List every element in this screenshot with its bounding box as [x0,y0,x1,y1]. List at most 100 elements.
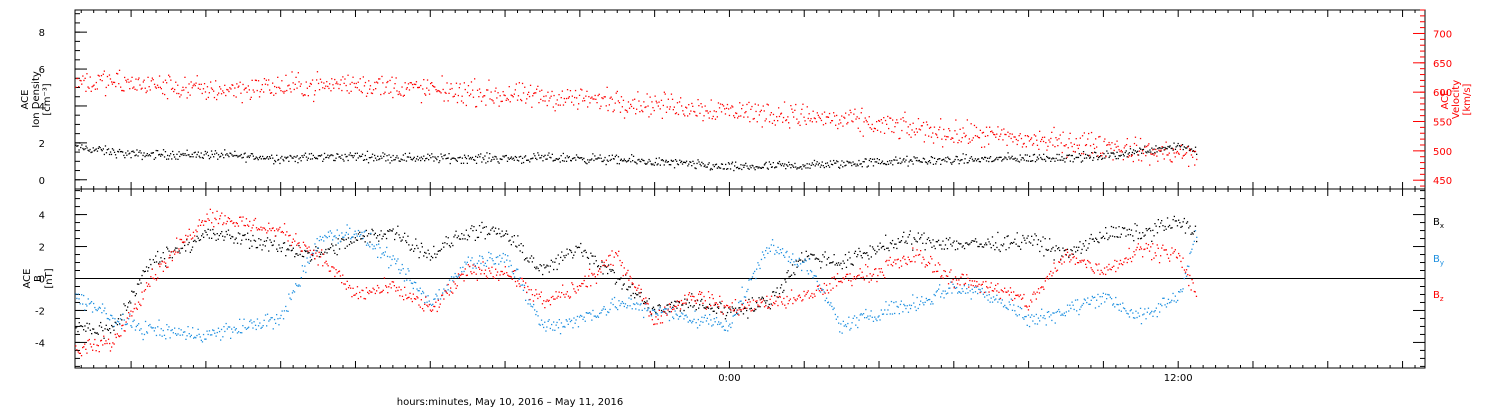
data-point [702,304,704,307]
data-point [759,306,761,308]
data-point [570,319,573,322]
data-point [178,92,180,95]
data-point [349,227,351,229]
data-point [285,74,287,76]
data-point [530,158,532,160]
data-point [129,88,131,90]
data-point [1158,147,1160,149]
data-point [851,322,853,324]
data-point [101,312,103,314]
left-y-axis-label: ACE Ion Density [cm⁻³] [20,71,53,128]
data-point [1006,158,1008,161]
data-point [128,153,130,155]
data-point [953,240,955,242]
data-point [535,92,537,94]
data-point [1109,155,1111,157]
data-point [696,299,699,302]
data-point [581,157,583,159]
data-point [757,306,759,308]
data-point [263,78,266,80]
data-point [391,258,393,261]
data-point [825,116,828,118]
data-point [910,304,913,307]
data-point [161,260,163,263]
data-point [1075,246,1078,248]
data-point [724,329,727,331]
data-point [608,264,610,266]
data-point [618,300,620,302]
data-point [717,307,720,309]
data-point [1090,131,1093,134]
data-point [226,88,228,91]
data-point [784,163,786,165]
data-point [278,158,280,161]
data-point [316,71,319,73]
data-point [902,117,904,119]
data-point [722,325,724,327]
data-point [594,155,596,157]
data-point [811,121,813,123]
bz-series [75,208,1198,357]
data-point [709,303,711,305]
data-point [726,311,729,314]
data-point [356,239,359,241]
data-point [1030,242,1032,244]
data-point [1026,324,1028,326]
data-point [254,79,257,81]
data-point [1160,149,1162,151]
data-point [765,302,767,304]
data-point [405,88,408,90]
data-point [508,86,510,88]
data-point [1014,310,1016,312]
data-point [398,91,400,93]
data-point [215,335,217,337]
data-point [337,238,339,240]
data-point [458,238,461,240]
data-point [301,155,303,157]
data-point [1122,153,1124,156]
data-point [504,155,506,157]
data-point [89,302,92,304]
data-point [1106,150,1108,152]
data-point [1139,238,1142,240]
data-point [556,158,558,160]
data-point [212,228,214,231]
data-point [418,257,420,259]
data-point [213,156,215,158]
data-point [227,89,229,91]
data-point [225,230,227,233]
data-point [312,254,314,257]
data-point [96,332,98,334]
data-point [311,158,314,160]
data-point [381,238,383,240]
data-point [850,111,852,114]
data-point [136,89,138,91]
data-point [949,130,951,132]
data-point [847,259,849,261]
data-point [315,252,317,254]
data-point [140,328,142,330]
data-point [258,157,261,159]
data-point [302,95,304,97]
data-point [136,308,138,310]
data-point [351,236,353,238]
data-point [988,143,990,145]
data-point [585,251,587,254]
data-point [202,224,205,226]
data-point [599,312,601,315]
data-point [932,303,934,305]
data-point [799,263,802,265]
data-point [580,157,582,159]
y-tick-label: 2 [39,243,45,254]
data-point [725,314,728,317]
data-point [878,315,880,317]
data-point [638,158,640,161]
data-point [1126,138,1128,140]
data-point [1152,149,1154,151]
data-point [951,137,953,139]
data-point [264,158,266,160]
data-point [646,163,648,165]
data-point [948,287,950,289]
data-point [758,114,760,116]
data-point [1151,147,1153,149]
